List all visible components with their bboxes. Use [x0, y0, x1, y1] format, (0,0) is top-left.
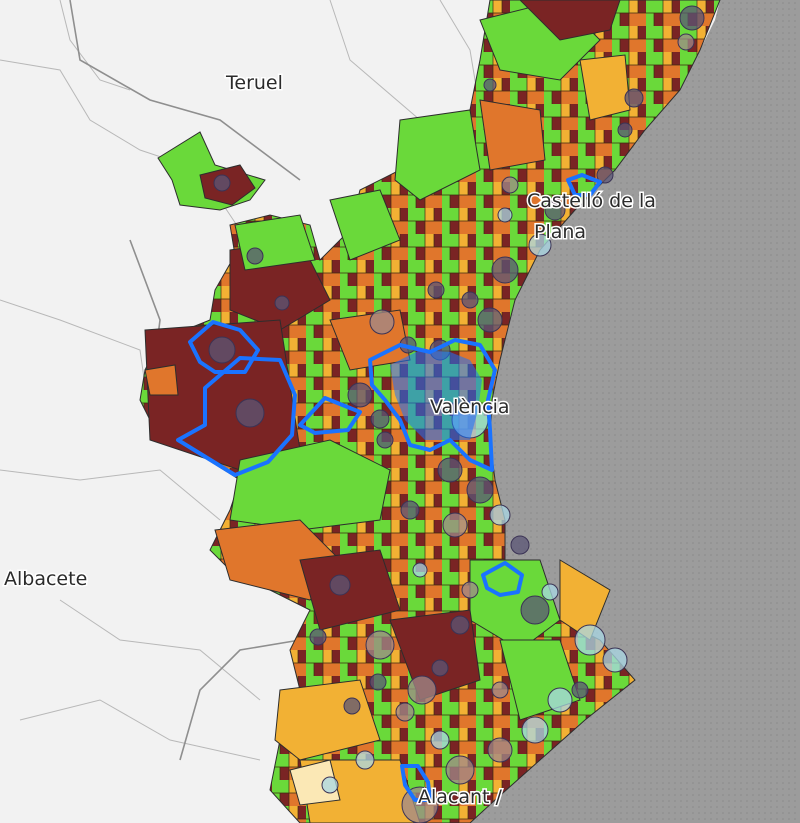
proportional-bubbles: [208, 5, 705, 823]
highlighted-regions: [176, 173, 602, 802]
city-label-alicante: Alacant /: [418, 786, 503, 808]
city-label-castellon-line2: Plana: [534, 221, 586, 243]
city-label-valencia: València: [430, 396, 510, 418]
boundary-lines: [0, 0, 481, 761]
city-label-castellon-line1: Castelló de la: [527, 190, 656, 212]
city-label-teruel: Teruel: [225, 72, 283, 94]
city-label-albacete: Albacete: [4, 568, 87, 590]
highlighted-fill: [390, 350, 482, 440]
sea-area: [470, 0, 800, 823]
